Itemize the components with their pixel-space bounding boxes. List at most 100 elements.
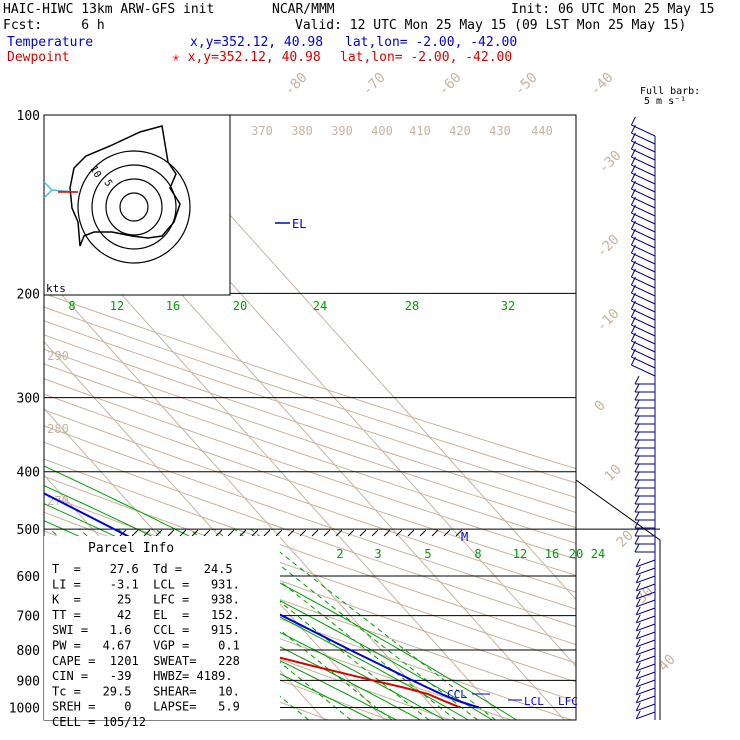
freezing-level-hatch [215,529,223,537]
wind-barb-flag [630,116,636,126]
wind-barb-flag [635,606,641,616]
wind-barb [631,244,656,257]
wind-barb [631,212,656,225]
wind-barb-flag [630,148,636,158]
parcel-row: SREH = 0 LAPSE= 5.9 [52,700,240,714]
dry-adiabat [44,569,451,720]
wind-barb [636,679,656,688]
temperature-axis-label: 40 [656,652,679,675]
theta-label: 370 [251,124,273,138]
wind-barb-flag [630,140,636,150]
el-marker: EL [292,217,306,231]
freezing-level-hatch [443,529,451,537]
wind-barb [631,348,656,361]
wind-barb-flag [635,574,641,584]
wind-barb [631,324,656,337]
mixing-ratio-label: 32 [501,299,515,313]
wind-barb [631,356,656,369]
wind-barb-flag [630,348,636,358]
wind-barb [636,655,656,664]
wind-barb-flag [635,590,641,600]
wind-barb-flag [634,519,640,529]
isotherm-line [44,274,445,720]
wind-barb-flag [635,678,641,688]
mixing-ratio-label: 8 [474,547,481,561]
pressure-tick-label: 400 [17,466,40,481]
hodograph-trace [69,125,181,247]
wind-barb-flag [634,487,640,497]
freezing-level-hatch [359,529,367,537]
wind-barb-flag [630,132,636,142]
temperature-axis-label: -50 [512,70,541,99]
wind-barb-flag [635,654,641,664]
temperature-axis-label: -60 [436,70,465,99]
wind-barb [631,140,656,153]
wind-barb-flag [634,471,640,481]
wind-barb-flag [635,630,641,640]
temperature-axis-label: 0 [592,398,609,415]
wind-barb [636,591,656,600]
mixing-ratio-label: 12 [110,299,124,313]
wind-barb-flag [635,710,641,720]
wind-barb [631,300,656,313]
wind-barb-flag [630,260,636,270]
barb-legend-label: Full barb: [640,86,700,97]
wind-barb-flag [634,535,640,545]
wind-barb [636,647,656,656]
wind-barb-flag [630,228,636,238]
lcl-marker: LCL [524,695,544,708]
wind-barb [636,575,656,584]
wind-barb-flag [634,383,640,393]
temperature-axis-label: -10 [594,306,623,335]
theta-label: 400 [371,124,393,138]
wind-barb-flag [634,495,640,505]
wind-barb-flag [634,415,640,425]
theta-label: 420 [449,124,471,138]
dewpoint-xy: ✭ x,y=352.12, 40.98 [172,50,321,65]
wind-barb-flag [630,332,636,342]
freezing-level-hatch [371,529,379,537]
temperature-legend: Temperature [7,35,94,50]
wind-barb [631,172,656,185]
wind-barb-flag [630,268,636,278]
wind-barb [636,671,656,680]
wind-barb [636,639,656,648]
wind-barb-flag [634,439,640,449]
lfc-marker: LFC [558,695,578,708]
dry-adiabat [44,475,576,664]
wind-barb-flag [630,220,636,230]
wind-barb-flag [635,646,641,656]
dry-adiabat [44,409,576,593]
mixing-ratio-line [117,528,352,720]
wind-barb-flag [635,702,641,712]
wind-barb [631,156,656,169]
wind-barb [631,276,656,289]
wind-barb [636,703,656,712]
freezing-level-hatch [227,529,235,537]
freezing-level-hatch [167,529,175,537]
mixing-ratio-label: 5 [424,547,431,561]
wind-barb-flag [630,156,636,166]
hodograph-ring [105,178,163,236]
hodograph-ring-label: 10 [87,164,103,180]
freezing-level-hatch [239,529,247,537]
hodograph-ring [119,192,149,222]
wind-barb [631,220,656,233]
wind-barb [631,164,656,177]
wind-barb-flag [635,566,641,576]
wind-barb [631,252,656,265]
m-marker: M [461,530,468,544]
wind-barb-flag [635,598,641,608]
temperature-latlon: lat,lon= -2.00, -42.00 [345,35,518,50]
wind-barb-flag [634,375,640,385]
barb-legend-unit: 5 m s⁻¹ [644,96,686,107]
theta-label: 290 [47,349,69,363]
temperature-axis-label: -20 [594,232,623,261]
freezing-level-hatch [203,529,211,537]
theta-label: 430 [489,124,511,138]
wind-barb-flag [630,324,636,334]
temperature-axis-label: -30 [596,148,625,177]
freezing-level-hatch [131,529,139,537]
wind-barb-flag [630,356,636,366]
wind-barb [631,268,656,281]
